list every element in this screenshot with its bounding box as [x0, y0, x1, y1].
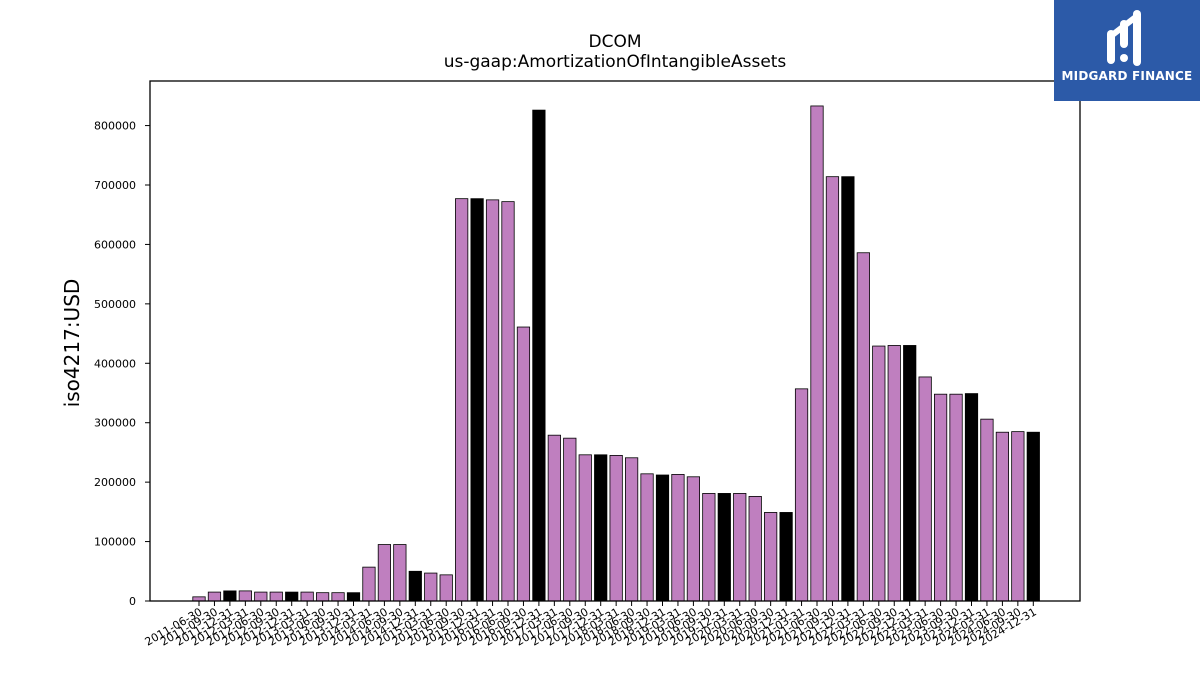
y-axis: 0 100000 200000 300000 400000 500000 600000 700…	[94, 120, 150, 608]
bar-2012-06-30	[254, 591, 268, 602]
bar-2015-06-30	[439, 574, 453, 602]
bar-2021-12-31	[841, 176, 855, 602]
bar-2014-06-30	[377, 544, 392, 602]
bar-2023-06-30	[934, 393, 948, 602]
bar-2020-06-30	[748, 496, 762, 602]
bar-2016-12-31	[532, 109, 546, 602]
bar-2014-09-30	[393, 544, 407, 602]
y-tick-label: 700000	[94, 179, 136, 192]
y-tick-label: 200000	[94, 476, 136, 489]
bar-2013-12-31	[346, 592, 361, 602]
y-tick-label: 100000	[94, 536, 136, 549]
bar-2015-12-31	[470, 198, 484, 602]
bar-2018-09-30	[640, 473, 654, 602]
chart-title: DCOM	[588, 32, 642, 52]
bar-2011-12-31	[223, 590, 237, 602]
bar-2019-03-31	[671, 474, 685, 602]
y-tick-label: 400000	[94, 357, 136, 370]
bar-2012-09-30	[269, 591, 283, 602]
bar-2015-09-30	[455, 198, 469, 602]
brand-logo: MIDGARD FINANCE	[1054, 0, 1200, 101]
bar-2017-12-31	[594, 454, 608, 602]
bar-2022-12-31	[903, 345, 917, 602]
bar-2013-09-30	[331, 592, 345, 602]
bar-2016-09-30	[516, 326, 531, 602]
bar-2018-12-31	[655, 474, 670, 602]
bar-2017-03-31	[547, 434, 561, 602]
y-tick-label: 0	[129, 595, 136, 608]
bar-2019-06-30	[686, 476, 701, 602]
bar-2023-09-30	[949, 393, 963, 602]
bar-2023-03-31	[918, 376, 932, 602]
bars-group	[192, 105, 1040, 602]
y-axis-label: iso4217:USD	[60, 278, 84, 408]
bar-2011-09-30	[207, 591, 222, 602]
y-tick-label: 500000	[94, 298, 136, 311]
bar-2014-03-31	[362, 566, 376, 602]
bar-2020-03-31	[733, 493, 747, 602]
bar-2024-09-30	[1011, 431, 1025, 602]
bar-2013-03-31	[300, 591, 314, 602]
bar-2021-03-31	[794, 388, 809, 602]
bar-2024-03-31	[980, 418, 994, 602]
bar-2020-12-31	[779, 512, 793, 602]
bar-2022-09-30	[887, 345, 901, 602]
bar-2018-06-30	[625, 457, 639, 602]
y-tick-label: 800000	[94, 120, 136, 133]
plot-frame	[149, 80, 1081, 602]
bar-2021-09-30	[825, 176, 840, 602]
bar-2019-09-30	[702, 493, 716, 602]
bar-2024-06-30	[995, 431, 1010, 602]
x-axis: 2011-06-302011-09-302011-12-312012-03-31…	[143, 601, 1039, 649]
bar-2016-06-30	[501, 201, 515, 602]
bar-2017-06-30	[563, 437, 577, 602]
bar-2019-12-31	[717, 493, 731, 602]
bar-2015-03-31	[424, 572, 438, 602]
bar-2022-06-30	[872, 345, 886, 602]
chart-subtitle: us-gaap:AmortizationOfIntangibleAssets	[443, 52, 787, 72]
bar-2021-06-30	[810, 105, 824, 602]
bar-2022-03-31	[856, 252, 870, 602]
y-tick-label: 300000	[94, 417, 136, 430]
bar-2013-06-30	[315, 592, 330, 602]
brand-name: MIDGARD FINANCE	[1061, 69, 1193, 83]
bar-2012-03-31	[238, 590, 252, 602]
bar-2020-09-30	[764, 512, 778, 602]
midgard-logo-icon	[1107, 10, 1141, 66]
bar-2012-12-31	[285, 591, 299, 602]
bar-2023-12-31	[964, 393, 979, 602]
bar-2016-03-31	[485, 199, 500, 602]
bar-2014-12-31	[408, 570, 422, 602]
bar-2024-12-31	[1026, 431, 1040, 602]
y-tick-label: 600000	[94, 238, 136, 251]
bar-2017-09-30	[578, 454, 592, 602]
bar-2018-03-31	[609, 454, 623, 602]
